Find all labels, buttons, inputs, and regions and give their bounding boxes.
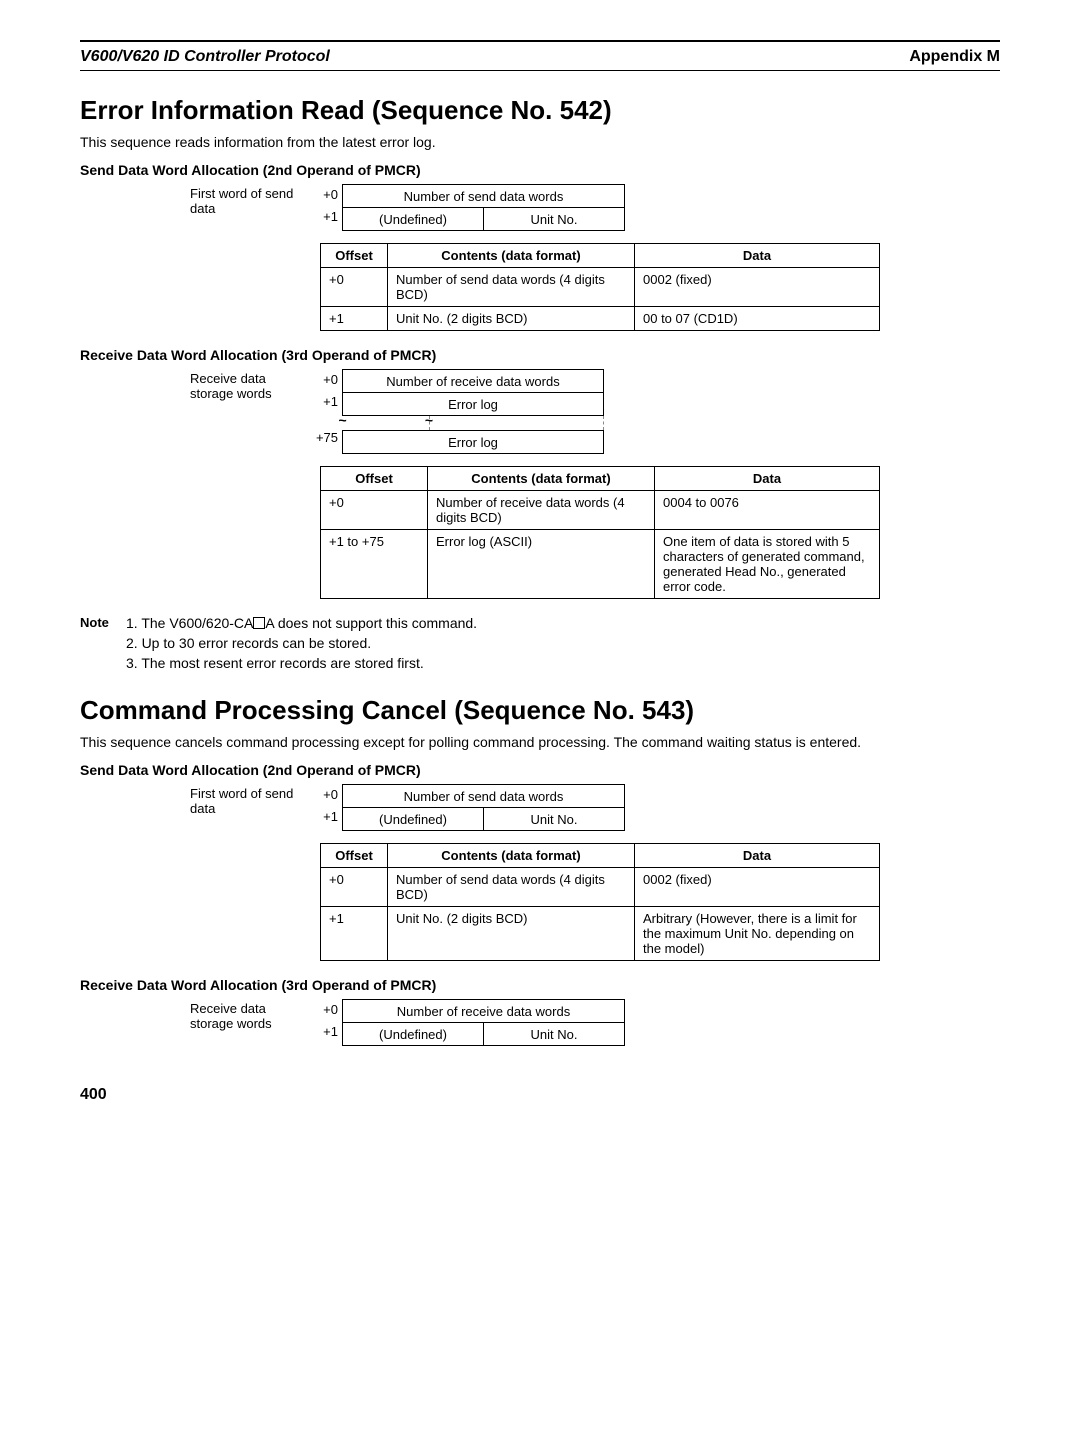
send-row1a: (Undefined) [343,208,484,231]
send-row0: Number of send data words [343,185,625,208]
cell: 0002 (fixed) [635,868,880,907]
th-data: Data [635,244,880,268]
cell: 0002 (fixed) [635,268,880,307]
cell: +0 [321,491,428,530]
section1-recv-data-table: Offset Contents (data format) Data +0 Nu… [320,466,880,599]
cell: +0 [321,268,388,307]
cell: Unit No. (2 digits BCD) [388,307,635,331]
th-contents: Contents (data format) [388,244,635,268]
section1-send-data-table: Offset Contents (data format) Data +0 Nu… [320,243,880,331]
note-3: 3. The most resent error records are sto… [126,655,1000,671]
cell: Number of send data words (4 digits BCD) [388,268,635,307]
send-off1: +1 [310,206,338,228]
recv-alloc-table: Number of receive data words Error log E… [342,369,604,454]
th-contents: Contents (data format) [388,844,635,868]
section2-recv-subhead: Receive Data Word Allocation (3rd Operan… [80,977,1000,993]
send-label2: data [190,201,215,216]
send-off0: +0 [310,184,338,206]
section1-recv-alloc: Receive data storage words +0 +1 +75 Num… [190,369,1000,454]
recv-row0: Number of receive data words [343,1000,625,1023]
header-right: Appendix M [909,48,1000,66]
section2-intro: This sequence cancels command processing… [80,734,1000,750]
send-row1b: Unit No. [484,808,625,831]
section2-title: Command Processing Cancel (Sequence No. … [80,695,1000,726]
recv-alloc-table2: Number of receive data words (Undefined)… [342,999,625,1046]
recv-label1: Receive data [190,371,266,386]
header-left: V600/V620 ID Controller Protocol [80,48,330,66]
recv-off1: +1 [310,1021,338,1043]
section1-title: Error Information Read (Sequence No. 542… [80,95,1000,126]
send-off0: +0 [310,784,338,806]
recv-label2: storage words [190,386,272,401]
th-data: Data [655,467,880,491]
cell: Number of send data words (4 digits BCD) [388,868,635,907]
cell: Arbitrary (However, there is a limit for… [635,907,880,961]
note-2: 2. Up to 30 error records can be stored. [126,635,1000,651]
cell: +1 [321,307,388,331]
recv-label1: Receive data [190,1001,266,1016]
th-contents: Contents (data format) [428,467,655,491]
page-number: 400 [80,1086,1000,1104]
section2-send-data-table: Offset Contents (data format) Data +0 Nu… [320,843,880,961]
send-off1: +1 [310,806,338,828]
cell: +1 [321,907,388,961]
th-offset: Offset [321,244,388,268]
recv-label2: storage words [190,1016,272,1031]
send-label1: First word of send [190,786,293,801]
section1-notes: Note 1. The V600/620-CAA does not suppor… [80,615,1000,675]
section2-recv-alloc: Receive data storage words +0 +1 Number … [190,999,1000,1046]
placeholder-box-icon [253,617,265,629]
send-label1: First word of send [190,186,293,201]
note-1: 1. The V600/620-CAA does not support thi… [126,615,1000,631]
cell: 0004 to 0076 [655,491,880,530]
cell: Error log (ASCII) [428,530,655,599]
recv-off75: +75 [310,427,338,449]
recv-off0: +0 [310,369,338,391]
recv-off0: +0 [310,999,338,1021]
th-offset: Offset [321,467,428,491]
send-label2: data [190,801,215,816]
section2-send-subhead: Send Data Word Allocation (2nd Operand o… [80,762,1000,778]
page-header: V600/V620 ID Controller Protocol Appendi… [80,48,1000,71]
recv-row0: Number of receive data words [343,370,604,393]
section1-intro: This sequence reads information from the… [80,134,1000,150]
send-row1b: Unit No. [484,208,625,231]
cell: +1 to +75 [321,530,428,599]
cell: Unit No. (2 digits BCD) [388,907,635,961]
cell: 00 to 07 (CD1D) [635,307,880,331]
send-row0: Number of send data words [343,785,625,808]
recv-row1: Error log [343,393,604,416]
cell: One item of data is stored with 5 charac… [655,530,880,599]
send-alloc-table2: Number of send data words (Undefined) Un… [342,784,625,831]
section1-send-subhead: Send Data Word Allocation (2nd Operand o… [80,162,1000,178]
cell: +0 [321,868,388,907]
recv-row75: Error log [343,431,604,454]
th-offset: Offset [321,844,388,868]
section1-send-alloc: First word of send data +0 +1 Number of … [190,184,1000,231]
recv-row1b: Unit No. [484,1023,625,1046]
note-label: Note [80,615,126,675]
recv-row1a: (Undefined) [343,1023,484,1046]
section1-recv-subhead: Receive Data Word Allocation (3rd Operan… [80,347,1000,363]
recv-off1: +1 [310,391,338,413]
send-alloc-table: Number of send data words (Undefined) Un… [342,184,625,231]
section2-send-alloc: First word of send data +0 +1 Number of … [190,784,1000,831]
th-data: Data [635,844,880,868]
cell: Number of receive data words (4 digits B… [428,491,655,530]
send-row1a: (Undefined) [343,808,484,831]
